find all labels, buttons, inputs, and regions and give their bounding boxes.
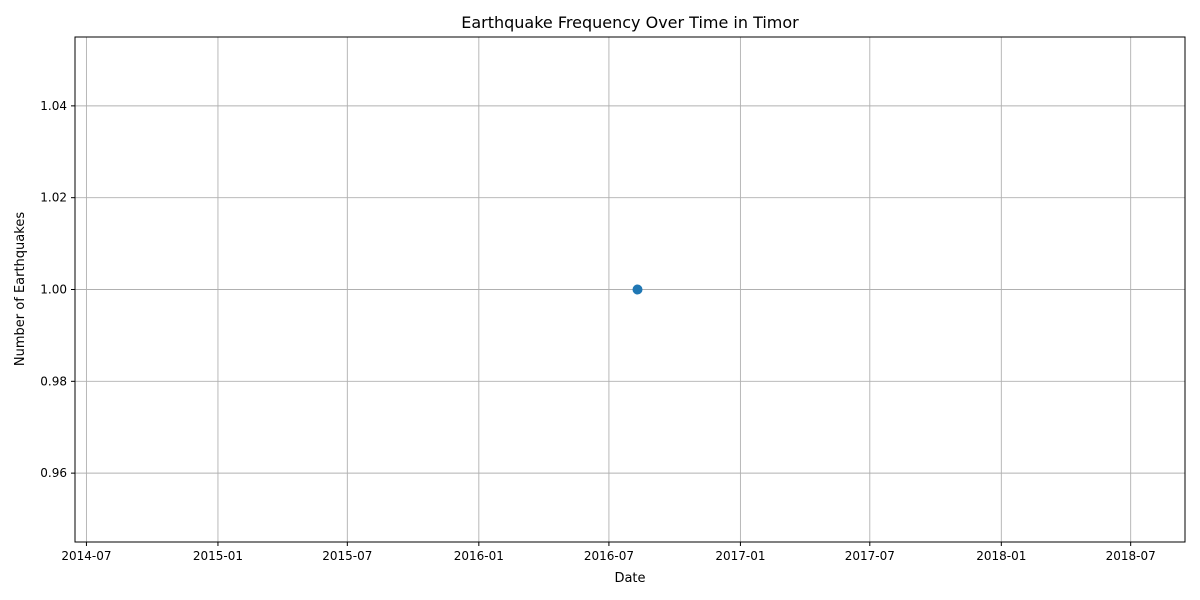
x-tick-label: 2015-07 xyxy=(322,549,372,563)
plot-frame xyxy=(74,36,1186,543)
grid xyxy=(75,37,1185,542)
x-tick-label: 2018-01 xyxy=(976,549,1026,563)
x-tick-label: 2017-01 xyxy=(715,549,765,563)
x-axis: 2014-07 2015-01 2015-07 2016-01 2016-07 2017-… xyxy=(61,542,1156,563)
chart-title: Earthquake Frequency Over Time in Timor xyxy=(461,13,799,32)
y-tick-label: 1.02 xyxy=(40,191,67,205)
x-axis-label: Date xyxy=(614,571,645,586)
x-tick-label: 2018-07 xyxy=(1106,549,1156,563)
y-tick-label: 1.00 xyxy=(40,283,67,297)
y-tick-label: 0.98 xyxy=(40,374,67,388)
x-tick-label: 2017-07 xyxy=(845,549,895,563)
x-tick-label: 2016-07 xyxy=(584,549,634,563)
y-axis-label: Number of Earthquakes xyxy=(13,212,28,366)
data-point xyxy=(632,284,643,295)
y-tick-label: 0.96 xyxy=(40,466,67,480)
x-tick-label: 2016-01 xyxy=(454,549,504,563)
y-axis: 0.96 0.98 1.00 1.02 1.04 xyxy=(40,99,75,480)
y-tick-label: 1.04 xyxy=(40,99,67,113)
data-points xyxy=(632,284,643,295)
x-tick-label: 2015-01 xyxy=(193,549,243,563)
x-tick-label: 2014-07 xyxy=(61,549,111,563)
